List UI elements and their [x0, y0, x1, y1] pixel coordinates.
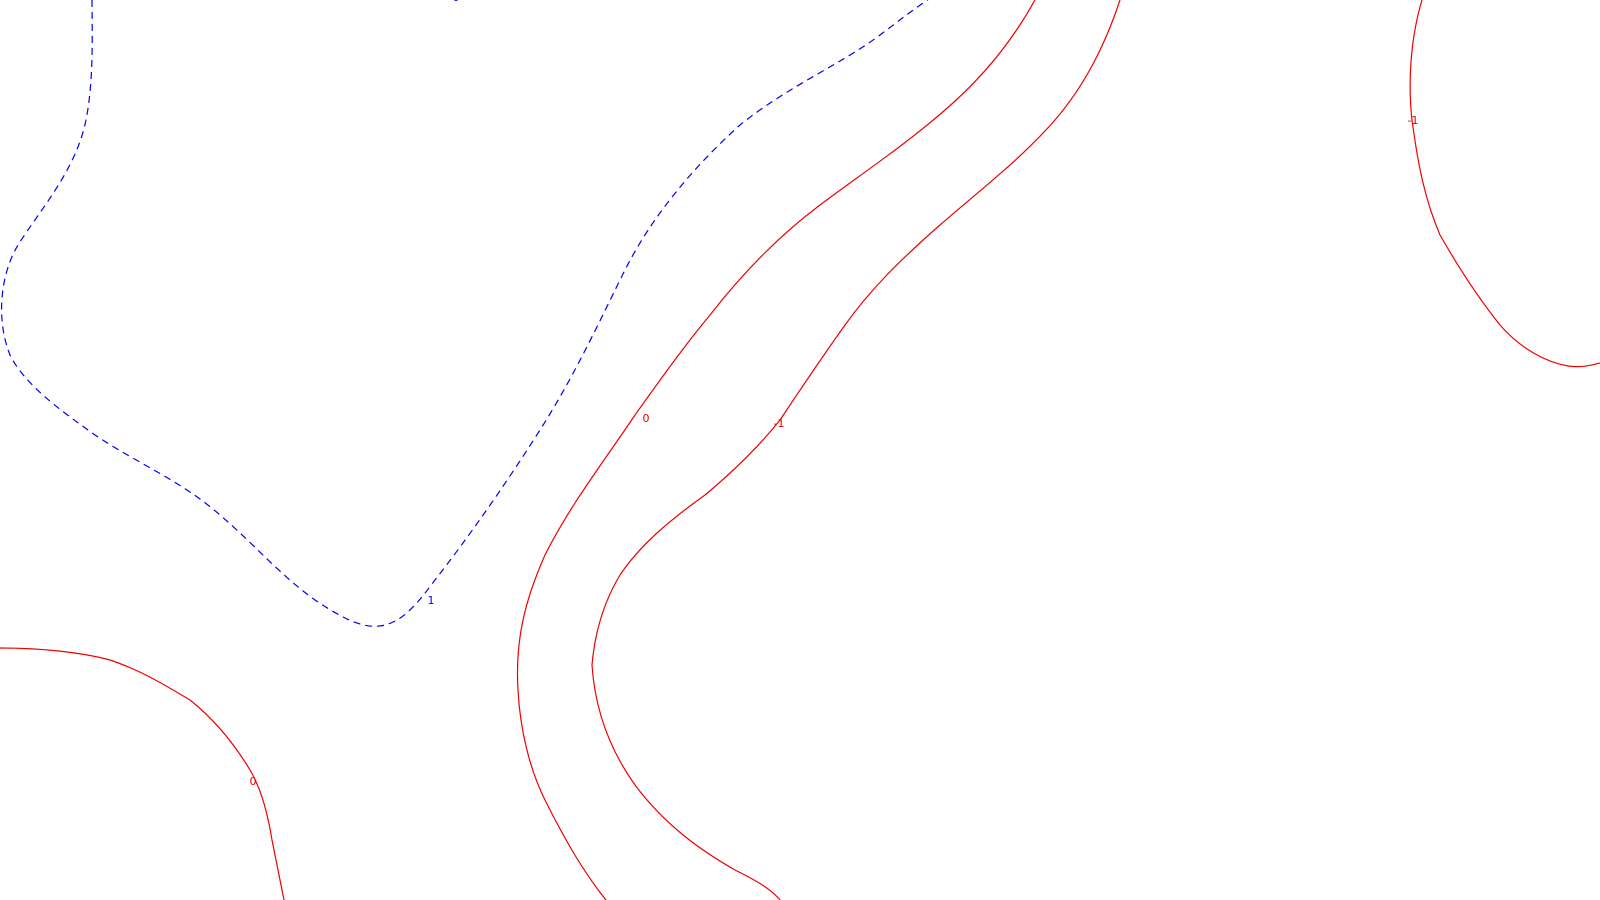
- contour-line-level-1: [1, 0, 929, 627]
- contour-label-level-0-center: 0: [643, 412, 650, 425]
- contour-line-level-neg1-center: [591, 0, 1121, 900]
- contour-line-level-0-lower-left: [0, 647, 285, 900]
- contour-label-top-cut: 0: [453, 0, 460, 4]
- contour-label-level-0-lower-left: 0: [250, 775, 257, 788]
- contour-label-level-1: 1: [428, 594, 435, 607]
- contour-label-level-neg1-center: -1: [774, 417, 785, 430]
- contour-label-level-neg1-upper-right: -1: [1408, 114, 1419, 127]
- contour-line-level-neg1-upper-right: [1409, 0, 1600, 368]
- contour-line-level-0-center: [516, 0, 1036, 900]
